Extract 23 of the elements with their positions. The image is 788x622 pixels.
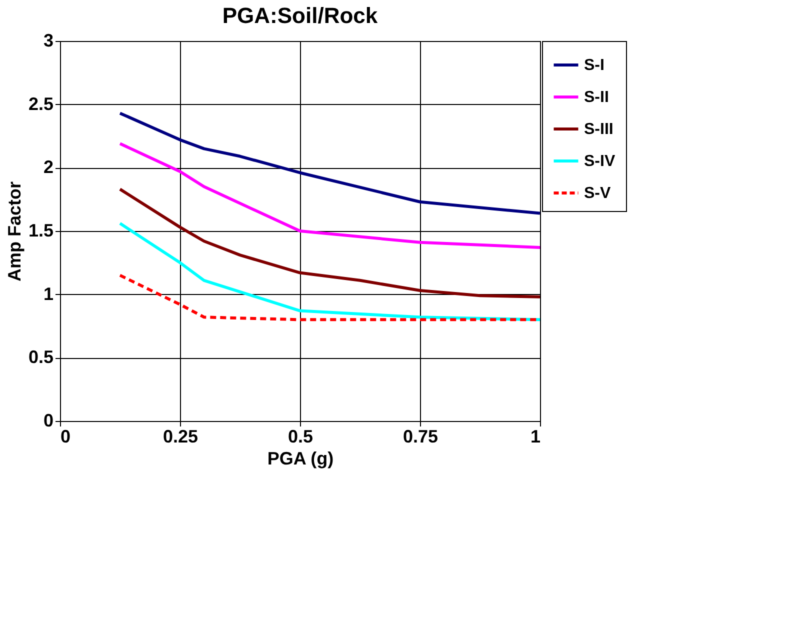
legend-label: S-V [584, 185, 611, 202]
x-tick-label: 0.75 [402, 426, 438, 446]
y-tick-label: 2.5 [28, 94, 54, 114]
y-tick-label: 3 [43, 30, 54, 50]
legend-label: S-II [584, 89, 609, 106]
x-tick-label: 0.25 [162, 426, 198, 446]
y-tick-label: 1 [43, 284, 54, 304]
line-series [118, 142, 542, 249]
legend-label: S-III [584, 121, 614, 138]
line-series [118, 112, 542, 215]
y-tick-label: 0.5 [28, 347, 54, 368]
legend-label: S-IV [584, 153, 616, 170]
x-tick-label: 0.5 [288, 426, 314, 446]
x-axis-title: PGA (g) [267, 448, 334, 468]
chart-title: PGA:Soil/Rock [222, 3, 378, 28]
y-axis-title: Amp Factor [4, 181, 24, 282]
x-tick-label: 1 [530, 426, 540, 446]
line-series [118, 188, 542, 298]
y-tick-label: 1.5 [28, 220, 54, 240]
y-tick-label: 0 [43, 410, 54, 430]
x-tick-label: 0 [60, 426, 71, 446]
y-tick-label: 2 [43, 157, 54, 178]
legend-label: S-I [584, 57, 604, 74]
